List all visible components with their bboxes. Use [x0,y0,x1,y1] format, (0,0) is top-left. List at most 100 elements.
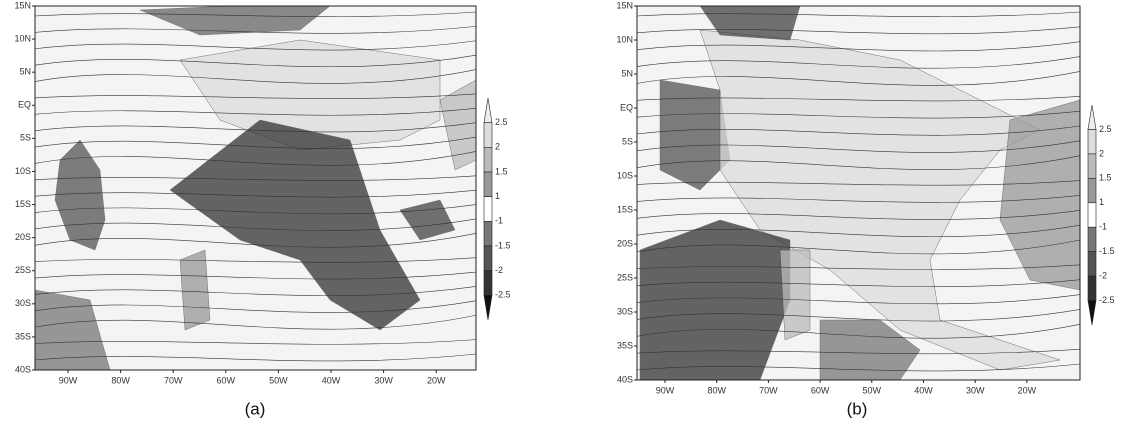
y-tick-label: 15N [14,0,31,10]
y-tick-label: 15N [616,0,633,10]
anomaly-shading [999,99,1081,291]
streamline [34,233,477,248]
colorbar-label: 1.5 [495,166,508,176]
colorbar-cell [483,270,493,296]
streamline [636,264,1081,270]
x-tick-label: 70W [759,385,778,395]
colorbar-cell [483,245,493,271]
streamline [636,11,1081,17]
streamline [34,218,477,231]
streamline [636,224,1081,238]
colorbar-cell [483,221,493,247]
colorbar-cell [483,147,493,173]
y-tick-label: 20S [15,232,31,242]
streamline [34,151,477,166]
colorbar-label: 1 [495,191,500,201]
anomaly-shading [179,39,441,151]
colorbar-cell [1087,153,1097,179]
colorbar-cell [1087,251,1097,277]
colorbar-label: -2.5 [495,290,511,300]
x-tick-label: 60W [217,375,236,385]
y-tick-label: 5N [19,67,31,77]
colorbar-cell [1087,178,1097,204]
streamline [34,11,477,17]
colorbar-cell [1087,275,1097,301]
colorbar-label: -1 [1099,222,1107,232]
anomaly-shading [169,119,421,331]
y-tick-label: 30S [15,298,31,308]
streamline [34,204,477,215]
panel-caption: (a) [245,399,266,418]
y-tick-label: 10N [14,33,31,43]
streamline [636,26,1081,35]
streamline [34,339,477,345]
streamline [636,110,1081,119]
colorbar-top [483,97,493,123]
colorbar-label: -1.5 [1099,246,1115,256]
y-tick-label: 15S [617,204,633,214]
colorbar-cell [483,171,493,197]
colorbar-label: 2.5 [1099,124,1112,134]
y-tick-label: 20S [617,238,633,248]
streamline [34,93,477,99]
streamline [636,323,1081,339]
streamline [636,41,1081,52]
streamline [636,140,1081,153]
streamline [34,69,477,84]
y-tick-label: 25S [15,265,31,275]
colorbar-label: 2 [1099,148,1104,158]
colorbar-label: 2.5 [495,117,508,127]
y-tick-label: 35S [15,331,31,341]
anomaly-shading [399,199,456,241]
streamline [34,189,477,198]
streamline [636,195,1081,203]
streamline [34,122,477,133]
y-tick-label: 10S [617,170,633,180]
x-tick-label: 90W [656,385,675,395]
colorbar-label: -1.5 [495,240,511,250]
streamline [636,348,1081,355]
y-tick-label: 35S [617,340,633,350]
x-tick-label: 40W [914,385,933,395]
y-tick-label: 10S [15,166,31,176]
x-tick-label: 30W [374,375,393,385]
streamline [636,95,1081,102]
colorbar-label: 1 [1099,197,1104,207]
colorbar-bottom [1087,300,1097,326]
x-tick-label: 50W [863,385,882,395]
map-frame [34,5,477,371]
y-tick-label: EQ [18,100,31,110]
streamline [636,180,1081,186]
streamline [34,107,477,116]
streamline [636,71,1081,86]
streamline [34,353,477,362]
y-tick-label: 15S [15,199,31,209]
x-tick-label: 60W [811,385,830,395]
colorbar-cell [1087,129,1097,155]
streamline [34,257,477,263]
streamline [34,175,477,181]
colorbar-cell [1087,226,1097,252]
x-tick-label: 90W [59,375,78,385]
x-tick-label: 80W [111,375,130,385]
x-tick-label: 70W [164,375,183,385]
x-tick-label: 50W [269,375,288,385]
x-tick-label: 30W [966,385,985,395]
streamline [636,363,1081,372]
anomaly-shading [779,249,811,341]
x-tick-label: 20W [1018,385,1037,395]
colorbar-label: -2.5 [1099,295,1115,305]
streamline [34,300,477,313]
y-tick-label: 30S [617,306,633,316]
panel-caption: (b) [847,399,868,418]
x-tick-label: 80W [707,385,726,395]
streamline [34,314,477,330]
streamline [636,125,1081,136]
colorbar-bottom [483,295,493,321]
streamline [34,54,477,68]
colorbar-label: 2 [495,142,500,152]
anomaly-shading [139,5,331,36]
y-tick-label: 40S [617,374,633,384]
y-tick-label: 5N [621,68,633,78]
